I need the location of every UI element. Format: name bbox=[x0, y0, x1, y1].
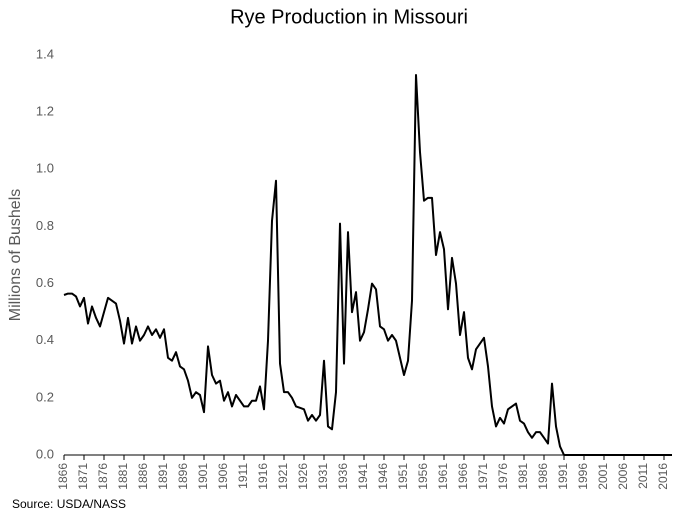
x-tick-label: 1921 bbox=[276, 463, 290, 490]
x-tick-label: 2016 bbox=[656, 463, 670, 490]
y-tick-label: 0.2 bbox=[36, 389, 54, 404]
x-tick-label: 2001 bbox=[596, 463, 610, 490]
x-tick-label: 1961 bbox=[436, 463, 450, 490]
x-tick-label: 1936 bbox=[336, 463, 350, 490]
x-tick-label: 2011 bbox=[636, 463, 650, 489]
data-line bbox=[63, 74, 672, 456]
y-tick-label: 0.4 bbox=[36, 332, 54, 347]
x-tick-label: 1931 bbox=[316, 463, 330, 490]
x-tick-label: 2006 bbox=[616, 463, 630, 490]
x-tick-label: 1966 bbox=[456, 463, 470, 490]
y-tick-label: 0.8 bbox=[36, 218, 54, 233]
x-tick-label: 1891 bbox=[156, 463, 170, 490]
x-tick-label: 1956 bbox=[416, 463, 430, 490]
y-tick-label: 1.2 bbox=[36, 104, 54, 119]
x-tick-label: 1896 bbox=[176, 463, 190, 490]
y-tick-label: 0.0 bbox=[36, 446, 54, 461]
x-tick-label: 1976 bbox=[496, 463, 510, 490]
x-tick-label: 1911 bbox=[236, 463, 250, 489]
x-tick-label: 1946 bbox=[376, 463, 390, 490]
y-axis-label: Millions of Bushels bbox=[7, 189, 24, 322]
x-tick-label: 1941 bbox=[356, 463, 370, 490]
x-tick-label: 1866 bbox=[56, 463, 70, 490]
x-tick-label: 1906 bbox=[216, 463, 230, 490]
x-tick-label: 1871 bbox=[76, 463, 90, 490]
x-tick-label: 1951 bbox=[396, 463, 410, 490]
x-tick-label: 1991 bbox=[556, 463, 570, 490]
x-tick-label: 1986 bbox=[536, 463, 550, 490]
source-note: Source: USDA/NASS bbox=[12, 497, 126, 511]
x-tick-label: 1901 bbox=[196, 463, 210, 490]
x-tick-label: 1971 bbox=[476, 463, 490, 490]
x-tick-label: 1926 bbox=[296, 463, 310, 490]
y-tick-label: 1.0 bbox=[36, 161, 54, 176]
chart-title: Rye Production in Missouri bbox=[230, 6, 468, 28]
x-tick-label: 1996 bbox=[576, 463, 590, 490]
y-tick-label: 1.4 bbox=[36, 46, 54, 61]
y-tick-label: 0.6 bbox=[36, 275, 54, 290]
x-tick-label: 1881 bbox=[116, 463, 130, 490]
x-tick-label: 1876 bbox=[96, 463, 110, 490]
x-tick-label: 1886 bbox=[136, 463, 150, 490]
x-tick-label: 1916 bbox=[256, 463, 270, 490]
x-tick-label: 1981 bbox=[516, 463, 530, 490]
